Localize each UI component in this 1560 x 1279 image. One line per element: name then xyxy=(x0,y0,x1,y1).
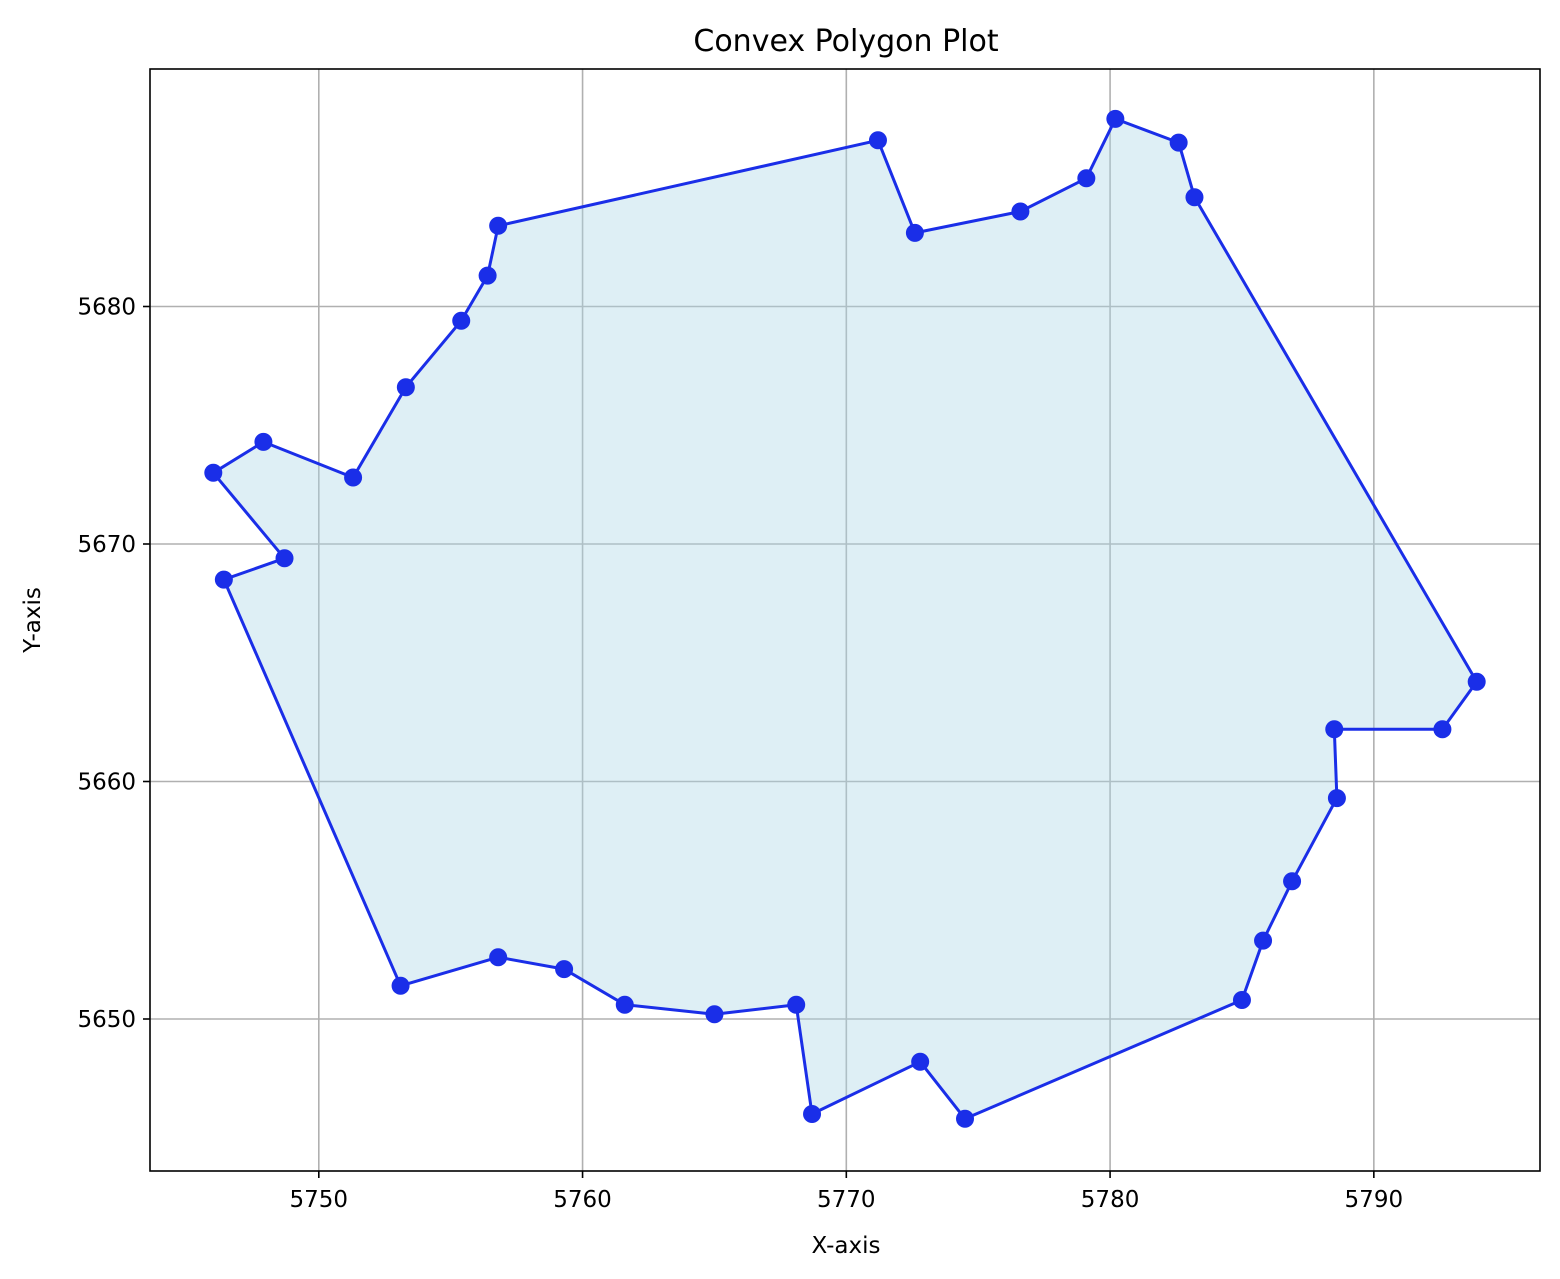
data-point xyxy=(911,1052,930,1071)
data-point xyxy=(396,378,415,397)
chart-title: Convex Polygon Plot xyxy=(693,24,998,59)
x-tick-label: 5770 xyxy=(817,1187,876,1213)
data-point xyxy=(555,960,574,979)
data-point xyxy=(1467,672,1486,691)
grid-lines xyxy=(150,69,1540,1171)
x-axis-label: X-axis xyxy=(812,1233,881,1259)
data-point xyxy=(705,1005,724,1024)
data-point xyxy=(489,216,508,235)
data-point xyxy=(275,549,294,568)
polygon-fill xyxy=(213,118,1477,1119)
data-point xyxy=(1283,872,1302,891)
data-point xyxy=(204,463,223,482)
data-point xyxy=(452,311,471,330)
data-point xyxy=(254,432,273,451)
x-tick-label: 5790 xyxy=(1345,1187,1404,1213)
data-point xyxy=(1106,109,1125,128)
y-axis-label: Y-axis xyxy=(20,587,46,654)
data-point xyxy=(478,266,497,285)
data-point xyxy=(1185,188,1204,207)
x-tick-label: 5750 xyxy=(290,1187,349,1213)
data-point xyxy=(956,1109,975,1128)
data-point xyxy=(214,570,233,589)
data-point xyxy=(868,131,887,150)
data-point xyxy=(1325,720,1344,739)
data-point xyxy=(1254,931,1273,950)
y-tick-label: 5660 xyxy=(77,770,136,796)
data-point xyxy=(787,995,806,1014)
data-point xyxy=(1011,202,1030,221)
series-polygon xyxy=(204,109,1486,1128)
y-tick-label: 5680 xyxy=(77,295,136,321)
x-tick-label: 5780 xyxy=(1081,1187,1140,1213)
data-point xyxy=(1433,720,1452,739)
axis-ticks: 5750 5760 5770 5780 5790 5650 5660 5670 5680 xyxy=(77,295,1403,1214)
data-point xyxy=(1232,991,1251,1009)
plot-frame xyxy=(149,68,1541,1172)
data-point xyxy=(803,1105,822,1123)
data-point xyxy=(1077,169,1096,188)
y-tick-label: 5650 xyxy=(77,1007,136,1033)
data-point xyxy=(344,468,363,487)
data-point xyxy=(905,223,924,242)
data-point xyxy=(1169,133,1188,152)
data-point xyxy=(489,948,508,967)
y-tick-label: 5670 xyxy=(77,532,136,558)
data-point xyxy=(1327,789,1346,808)
data-point xyxy=(615,995,634,1014)
x-tick-label: 5760 xyxy=(553,1187,612,1213)
data-point xyxy=(391,976,410,995)
